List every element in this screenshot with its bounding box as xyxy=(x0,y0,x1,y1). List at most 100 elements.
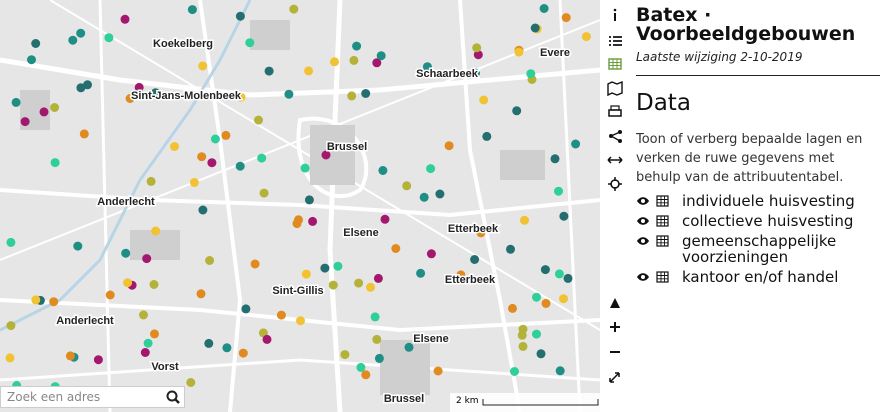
building-marker[interactable] xyxy=(372,58,382,68)
building-marker[interactable] xyxy=(416,268,426,278)
building-marker[interactable] xyxy=(330,57,339,67)
building-marker[interactable] xyxy=(555,366,565,376)
building-marker[interactable] xyxy=(296,316,305,326)
building-marker[interactable] xyxy=(539,4,549,13)
building-marker[interactable] xyxy=(120,14,130,24)
building-marker[interactable] xyxy=(292,219,302,229)
building-marker[interactable] xyxy=(370,312,380,322)
building-marker[interactable] xyxy=(563,273,573,283)
building-marker[interactable] xyxy=(6,237,16,247)
building-marker[interactable] xyxy=(372,334,382,344)
building-marker[interactable] xyxy=(68,35,78,45)
building-marker[interactable] xyxy=(426,164,436,174)
building-marker[interactable] xyxy=(93,355,103,365)
building-marker[interactable] xyxy=(380,214,390,224)
building-marker[interactable] xyxy=(204,338,214,348)
building-marker[interactable] xyxy=(352,41,362,51)
building-marker[interactable] xyxy=(518,324,528,334)
building-marker[interactable] xyxy=(321,150,331,160)
building-marker[interactable] xyxy=(366,282,375,292)
building-marker[interactable] xyxy=(189,178,199,187)
building-marker[interactable] xyxy=(121,248,131,258)
building-marker[interactable] xyxy=(140,348,150,357)
building-marker[interactable] xyxy=(197,152,207,162)
building-marker[interactable] xyxy=(186,378,196,387)
building-marker[interactable] xyxy=(123,278,133,288)
building-marker[interactable] xyxy=(349,55,359,65)
layer-row[interactable]: individuele huisvesting xyxy=(636,193,880,209)
building-marker[interactable] xyxy=(205,256,215,265)
building-marker[interactable] xyxy=(151,226,161,236)
building-marker[interactable] xyxy=(300,163,310,173)
building-marker[interactable] xyxy=(402,181,412,191)
building-marker[interactable] xyxy=(257,153,267,163)
building-marker[interactable] xyxy=(105,290,115,300)
building-marker[interactable] xyxy=(198,61,208,71)
building-marker[interactable] xyxy=(222,343,232,353)
building-marker[interactable] xyxy=(559,294,568,304)
building-marker[interactable] xyxy=(20,117,30,127)
building-marker[interactable] xyxy=(196,289,206,299)
building-marker[interactable] xyxy=(376,51,386,61)
building-marker[interactable] xyxy=(65,351,75,361)
building-marker[interactable] xyxy=(506,244,515,254)
building-marker[interactable] xyxy=(31,295,41,305)
building-marker[interactable] xyxy=(470,255,480,264)
building-marker[interactable] xyxy=(340,350,350,360)
building-marker[interactable] xyxy=(532,329,541,339)
building-marker[interactable] xyxy=(354,278,364,288)
building-marker[interactable] xyxy=(554,186,563,196)
building-marker[interactable] xyxy=(520,215,529,225)
building-marker[interactable] xyxy=(254,115,263,125)
building-marker[interactable] xyxy=(347,91,357,101)
building-marker[interactable] xyxy=(419,192,429,202)
search-icon[interactable] xyxy=(166,390,180,404)
building-marker[interactable] xyxy=(264,66,274,76)
building-marker[interactable] xyxy=(473,50,483,60)
building-marker[interactable] xyxy=(559,211,569,221)
building-marker[interactable] xyxy=(571,139,581,149)
building-marker[interactable] xyxy=(361,89,371,98)
building-marker[interactable] xyxy=(142,254,152,264)
building-marker[interactable] xyxy=(134,82,144,92)
building-marker[interactable] xyxy=(508,303,517,313)
search-box[interactable]: Zoek een adres xyxy=(0,386,185,408)
building-marker[interactable] xyxy=(361,370,371,380)
building-marker[interactable] xyxy=(328,280,338,290)
building-marker[interactable] xyxy=(404,342,414,352)
building-marker[interactable] xyxy=(518,341,528,351)
building-marker[interactable] xyxy=(374,353,384,363)
building-marker[interactable] xyxy=(76,28,86,38)
building-marker[interactable] xyxy=(532,292,541,302)
building-marker[interactable] xyxy=(39,107,49,117)
layer-icons[interactable] xyxy=(636,215,676,227)
building-marker[interactable] xyxy=(6,321,16,331)
toolbar[interactable] xyxy=(602,0,626,412)
building-marker[interactable] xyxy=(426,249,436,259)
building-marker[interactable] xyxy=(245,38,255,48)
building-marker[interactable] xyxy=(482,131,492,141)
building-marker[interactable] xyxy=(139,310,148,320)
building-marker[interactable] xyxy=(561,13,571,23)
building-marker[interactable] xyxy=(333,261,343,271)
building-marker[interactable] xyxy=(433,366,443,376)
building-marker[interactable] xyxy=(5,353,15,363)
building-marker[interactable] xyxy=(581,32,591,42)
building-marker[interactable] xyxy=(125,94,135,103)
building-marker[interactable] xyxy=(304,195,314,205)
building-marker[interactable] xyxy=(31,39,41,48)
building-marker[interactable] xyxy=(207,158,217,168)
building-marker[interactable] xyxy=(356,362,366,372)
building-marker[interactable] xyxy=(236,92,246,102)
building-marker[interactable] xyxy=(104,33,114,43)
building-marker[interactable] xyxy=(187,5,197,15)
building-marker[interactable] xyxy=(289,4,299,14)
building-marker[interactable] xyxy=(221,130,231,140)
building-marker[interactable] xyxy=(11,97,21,107)
building-marker[interactable] xyxy=(444,141,454,151)
building-marker[interactable] xyxy=(143,338,153,348)
layer-icons[interactable] xyxy=(636,195,676,207)
building-marker[interactable] xyxy=(471,68,481,78)
building-marker[interactable] xyxy=(554,269,564,279)
building-marker[interactable] xyxy=(238,348,248,358)
